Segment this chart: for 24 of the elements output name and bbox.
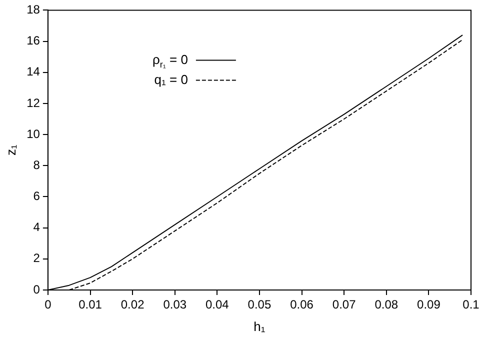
y-tick-label: 12 [26,96,40,110]
x-tick-label: 0.05 [248,298,272,312]
x-tick-label: 0.09 [417,298,441,312]
x-tick-label: 0.06 [290,298,314,312]
y-tick-label: 8 [33,158,40,172]
y-tick-label: 16 [26,34,40,48]
x-tick-label: 0.04 [205,298,230,312]
y-axis-title: z₁ [3,144,18,156]
y-tick-label: 14 [26,64,40,79]
y-tick-label: 6 [33,189,40,204]
x-tick-label: 0.01 [78,298,102,312]
y-tick-label: 4 [33,220,40,234]
x-axis-title: h₁ [254,318,266,334]
y-tick-label: 10 [26,126,40,141]
y-tick-label: 0 [33,282,40,296]
y-tick-label: 18 [26,2,40,17]
x-tick-label: 0.1 [462,298,480,312]
x-tick-label: 0.07 [332,298,356,312]
x-tick-label: 0.02 [120,298,145,312]
legend-label: q₁ = 0 [154,72,188,87]
x-tick-label: 0 [44,298,52,312]
x-tick-label: 0.08 [374,298,398,312]
x-tick-label: 0.03 [163,298,187,312]
y-tick-label: 2 [33,251,40,266]
